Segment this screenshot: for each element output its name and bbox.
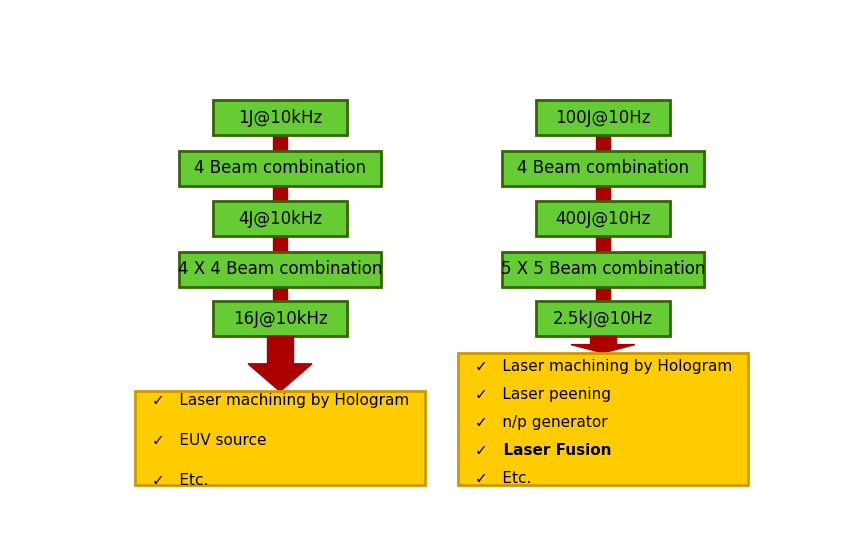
Text: 1J@10kHz: 1J@10kHz: [238, 109, 322, 127]
Text: 4 Beam combination: 4 Beam combination: [194, 159, 366, 177]
Text: ✓   Etc.: ✓ Etc.: [152, 473, 208, 488]
FancyBboxPatch shape: [213, 100, 347, 135]
Text: ✓   Laser Fusion: ✓ Laser Fusion: [475, 443, 612, 458]
Text: ✓   n/p generator: ✓ n/p generator: [475, 415, 608, 430]
Text: 4 X 4 Beam combination: 4 X 4 Beam combination: [178, 260, 382, 278]
Text: 2.5kJ@10Hz: 2.5kJ@10Hz: [553, 310, 653, 328]
FancyBboxPatch shape: [179, 151, 381, 186]
FancyBboxPatch shape: [458, 353, 747, 486]
Text: 4 Beam combination: 4 Beam combination: [517, 159, 689, 177]
Bar: [595, 287, 610, 301]
Text: ✓   Laser peening: ✓ Laser peening: [475, 387, 611, 402]
FancyBboxPatch shape: [502, 151, 704, 186]
Text: ✓   Laser machining by Hologram: ✓ Laser machining by Hologram: [475, 359, 733, 374]
Text: 16J@10kHz: 16J@10kHz: [233, 310, 327, 328]
Bar: [273, 186, 287, 201]
FancyBboxPatch shape: [135, 391, 424, 486]
Text: ✓   Laser machining by Hologram: ✓ Laser machining by Hologram: [152, 393, 410, 408]
FancyBboxPatch shape: [536, 201, 670, 236]
FancyBboxPatch shape: [179, 251, 381, 287]
Text: 100J@10Hz: 100J@10Hz: [556, 109, 651, 127]
FancyBboxPatch shape: [213, 201, 347, 236]
Text: 4J@10kHz: 4J@10kHz: [238, 210, 322, 228]
FancyBboxPatch shape: [536, 301, 670, 336]
Polygon shape: [571, 345, 635, 353]
FancyBboxPatch shape: [536, 100, 670, 135]
FancyBboxPatch shape: [502, 251, 704, 287]
Bar: [590, 336, 615, 345]
FancyBboxPatch shape: [213, 301, 347, 336]
Bar: [595, 186, 610, 201]
Bar: [267, 336, 293, 364]
Polygon shape: [248, 364, 312, 391]
Bar: [273, 287, 287, 301]
Text: ✓   Etc.: ✓ Etc.: [475, 471, 531, 486]
Text: ✓   EUV source: ✓ EUV source: [152, 433, 266, 448]
Bar: [595, 236, 610, 251]
Bar: [273, 135, 287, 151]
Text: 5 X 5 Beam combination: 5 X 5 Beam combination: [501, 260, 705, 278]
Bar: [273, 236, 287, 251]
Bar: [595, 135, 610, 151]
Text: 400J@10Hz: 400J@10Hz: [556, 210, 651, 228]
